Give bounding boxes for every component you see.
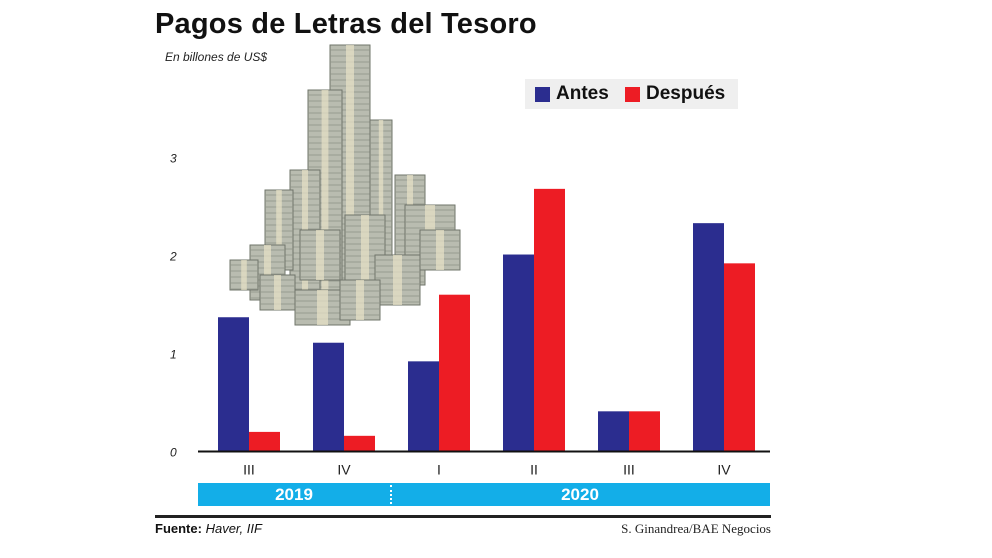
- bar-despus: [439, 294, 470, 452]
- bar-antes: [408, 361, 439, 452]
- year-separator: [390, 485, 392, 504]
- y-tick-label: 0: [170, 446, 177, 460]
- legend-label: Antes: [556, 83, 609, 104]
- year-label-2019: 2019: [275, 485, 313, 504]
- legend-item-despues: Después: [625, 83, 726, 104]
- bar-despus: [724, 263, 755, 452]
- legend-label: Después: [646, 83, 726, 104]
- footer-rule: [155, 515, 771, 518]
- legend-swatch: [625, 86, 640, 102]
- money-stacks-image: [229, 44, 461, 326]
- legend: Antes Después: [525, 79, 738, 109]
- y-tick-label: 3: [170, 152, 177, 166]
- legend-item-antes: Antes: [535, 83, 609, 104]
- bar-despus: [249, 431, 280, 452]
- source-note: Fuente: Haver, IIF: [155, 521, 262, 536]
- bar-antes: [693, 223, 724, 452]
- x-tick-label: III: [243, 462, 255, 478]
- x-tick-label: IV: [337, 462, 351, 478]
- bar-antes: [598, 411, 629, 452]
- bar-despus: [629, 411, 660, 452]
- bar-despus: [344, 435, 375, 452]
- legend-swatch: [535, 86, 550, 102]
- bar-antes: [503, 254, 534, 452]
- source-value: Haver, IIF: [205, 521, 262, 536]
- year-band: 2019 2020: [198, 483, 770, 506]
- bar-antes: [218, 317, 249, 452]
- bar-antes: [313, 342, 344, 452]
- chart-subtitle: En billones de US$: [165, 50, 268, 64]
- bar-despus: [534, 188, 565, 452]
- x-tick-label: IV: [717, 462, 731, 478]
- year-label-2020: 2020: [561, 485, 599, 504]
- credit: S. Ginandrea/BAE Negocios: [621, 521, 771, 536]
- source-label: Fuente:: [155, 521, 202, 536]
- x-tick-label: III: [623, 462, 635, 478]
- x-tick-label: I: [437, 462, 441, 478]
- y-tick-label: 2: [169, 250, 177, 264]
- x-tick-label: II: [530, 462, 538, 478]
- y-tick-label: 1: [170, 348, 177, 362]
- chart-title: Pagos de Letras del Tesoro: [155, 8, 537, 40]
